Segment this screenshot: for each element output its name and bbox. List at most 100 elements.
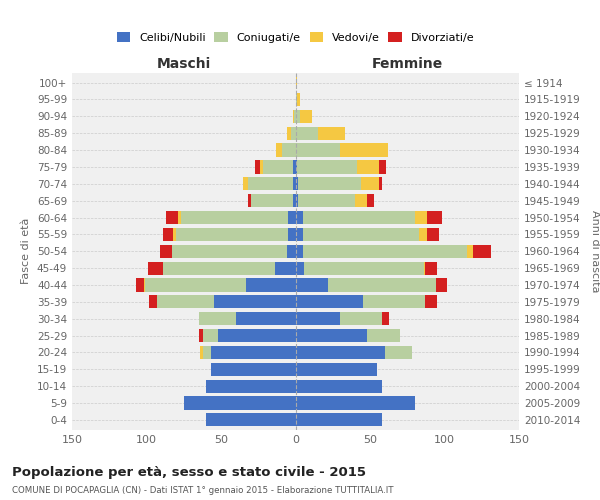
Bar bbox=[425, 296, 437, 308]
Bar bbox=[297, 93, 300, 106]
Bar bbox=[355, 194, 367, 207]
Bar bbox=[385, 346, 412, 359]
Bar bbox=[296, 194, 298, 207]
Bar bbox=[367, 194, 374, 207]
Bar bbox=[303, 211, 415, 224]
Bar bbox=[293, 194, 296, 207]
Bar bbox=[467, 244, 473, 258]
Bar bbox=[296, 110, 300, 123]
Bar bbox=[203, 329, 218, 342]
Bar bbox=[296, 76, 297, 89]
Bar bbox=[214, 296, 296, 308]
Bar bbox=[287, 244, 296, 258]
Bar bbox=[296, 296, 362, 308]
Bar bbox=[145, 278, 247, 291]
Bar bbox=[296, 160, 297, 173]
Bar bbox=[296, 228, 303, 241]
Bar bbox=[296, 144, 340, 156]
Legend: Celibi/Nubili, Coniugati/e, Vedovi/e, Divorziati/e: Celibi/Nubili, Coniugati/e, Vedovi/e, Di… bbox=[112, 28, 479, 48]
Bar bbox=[296, 262, 304, 274]
Bar bbox=[184, 396, 296, 409]
Bar bbox=[282, 144, 296, 156]
Bar bbox=[318, 126, 344, 140]
Bar bbox=[424, 262, 425, 274]
Bar bbox=[157, 296, 214, 308]
Text: Femmine: Femmine bbox=[371, 57, 443, 71]
Bar bbox=[236, 312, 296, 326]
Bar bbox=[276, 144, 282, 156]
Bar bbox=[211, 346, 296, 359]
Bar bbox=[298, 194, 355, 207]
Bar bbox=[298, 177, 361, 190]
Bar bbox=[303, 228, 419, 241]
Text: Popolazione per età, sesso e stato civile - 2015: Popolazione per età, sesso e stato civil… bbox=[12, 466, 366, 479]
Bar bbox=[172, 244, 287, 258]
Bar bbox=[340, 312, 382, 326]
Bar bbox=[263, 160, 293, 173]
Bar bbox=[293, 110, 294, 123]
Bar bbox=[296, 211, 303, 224]
Bar bbox=[291, 126, 296, 140]
Y-axis label: Fasce di età: Fasce di età bbox=[22, 218, 31, 284]
Bar bbox=[206, 414, 296, 426]
Bar bbox=[419, 228, 427, 241]
Bar bbox=[260, 160, 263, 173]
Bar bbox=[166, 211, 178, 224]
Bar bbox=[427, 228, 439, 241]
Bar bbox=[199, 329, 203, 342]
Bar bbox=[304, 262, 424, 274]
Bar bbox=[427, 211, 442, 224]
Bar bbox=[296, 414, 382, 426]
Bar bbox=[176, 228, 288, 241]
Bar bbox=[296, 177, 298, 190]
Bar bbox=[296, 126, 318, 140]
Bar bbox=[211, 362, 296, 376]
Bar bbox=[425, 262, 437, 274]
Bar bbox=[379, 160, 386, 173]
Bar bbox=[200, 346, 203, 359]
Bar bbox=[148, 262, 163, 274]
Bar bbox=[300, 110, 312, 123]
Bar bbox=[415, 211, 427, 224]
Bar bbox=[173, 228, 176, 241]
Bar bbox=[288, 211, 296, 224]
Bar bbox=[160, 244, 172, 258]
Bar bbox=[251, 194, 293, 207]
Bar bbox=[163, 262, 275, 274]
Text: COMUNE DI POCAPAGLIA (CN) - Dati ISTAT 1° gennaio 2015 - Elaborazione TUTTITALIA: COMUNE DI POCAPAGLIA (CN) - Dati ISTAT 1… bbox=[12, 486, 394, 495]
Bar bbox=[356, 160, 379, 173]
Bar bbox=[296, 93, 297, 106]
Bar bbox=[247, 278, 296, 291]
Bar bbox=[244, 177, 248, 190]
Bar bbox=[178, 211, 181, 224]
Text: Maschi: Maschi bbox=[157, 57, 211, 71]
Bar bbox=[248, 194, 251, 207]
Y-axis label: Anni di nascita: Anni di nascita bbox=[590, 210, 600, 292]
Bar bbox=[203, 346, 211, 359]
Bar bbox=[296, 312, 340, 326]
Bar bbox=[303, 244, 467, 258]
Bar bbox=[199, 312, 236, 326]
Bar bbox=[248, 177, 293, 190]
Bar bbox=[361, 177, 379, 190]
Bar bbox=[328, 278, 436, 291]
Bar bbox=[296, 244, 303, 258]
Bar bbox=[296, 396, 415, 409]
Bar bbox=[436, 278, 448, 291]
Bar bbox=[297, 160, 356, 173]
Bar bbox=[218, 329, 296, 342]
Bar bbox=[181, 211, 288, 224]
Bar bbox=[362, 296, 425, 308]
Bar bbox=[296, 278, 328, 291]
Bar bbox=[275, 262, 296, 274]
Bar bbox=[294, 110, 296, 123]
Bar bbox=[296, 362, 377, 376]
Bar bbox=[293, 177, 296, 190]
Bar bbox=[163, 228, 173, 241]
Bar bbox=[473, 244, 491, 258]
Bar bbox=[367, 329, 400, 342]
Bar bbox=[382, 312, 389, 326]
Bar bbox=[136, 278, 143, 291]
Bar bbox=[149, 296, 157, 308]
Bar bbox=[255, 160, 260, 173]
